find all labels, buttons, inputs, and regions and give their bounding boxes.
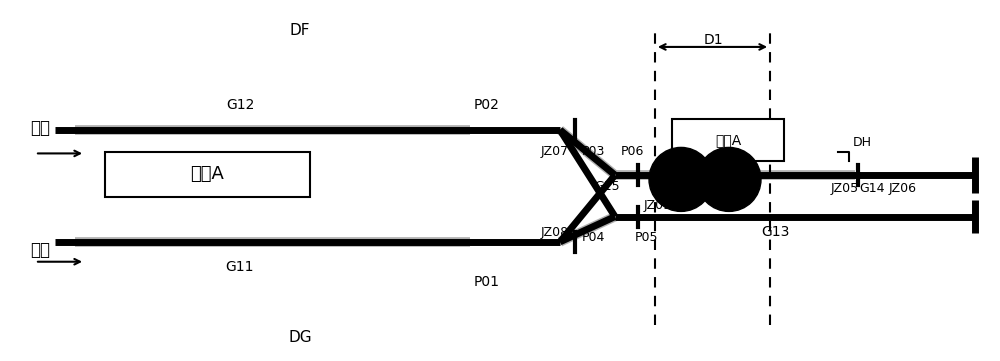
Text: JZ09: JZ09 bbox=[644, 199, 672, 212]
Text: P06: P06 bbox=[620, 145, 644, 158]
Text: JZ06: JZ06 bbox=[889, 182, 917, 195]
Bar bbox=[672, 119, 784, 161]
Text: 终点A: 终点A bbox=[190, 165, 224, 183]
Text: D1: D1 bbox=[703, 33, 723, 47]
Text: G15: G15 bbox=[594, 180, 620, 193]
Bar bbox=[105, 152, 310, 197]
Text: P03: P03 bbox=[581, 145, 605, 158]
Text: G11: G11 bbox=[226, 260, 254, 274]
Text: 列车A: 列车A bbox=[715, 133, 741, 147]
Text: JZ05: JZ05 bbox=[831, 182, 859, 195]
Text: G14: G14 bbox=[859, 182, 885, 195]
Text: P02: P02 bbox=[474, 98, 500, 112]
Text: JZ07: JZ07 bbox=[541, 145, 569, 158]
Ellipse shape bbox=[697, 147, 761, 212]
Text: P01: P01 bbox=[474, 275, 500, 288]
Text: DH: DH bbox=[852, 136, 872, 149]
Text: G12: G12 bbox=[226, 98, 254, 112]
Ellipse shape bbox=[649, 147, 713, 212]
Text: 下行: 下行 bbox=[30, 241, 50, 259]
Text: DG: DG bbox=[288, 330, 312, 345]
Text: P04: P04 bbox=[581, 231, 605, 244]
Text: DF: DF bbox=[290, 23, 310, 38]
Text: G13: G13 bbox=[761, 225, 789, 239]
Text: 上行: 上行 bbox=[30, 119, 50, 137]
Text: P05: P05 bbox=[635, 231, 659, 244]
Text: JZ08: JZ08 bbox=[541, 226, 569, 239]
